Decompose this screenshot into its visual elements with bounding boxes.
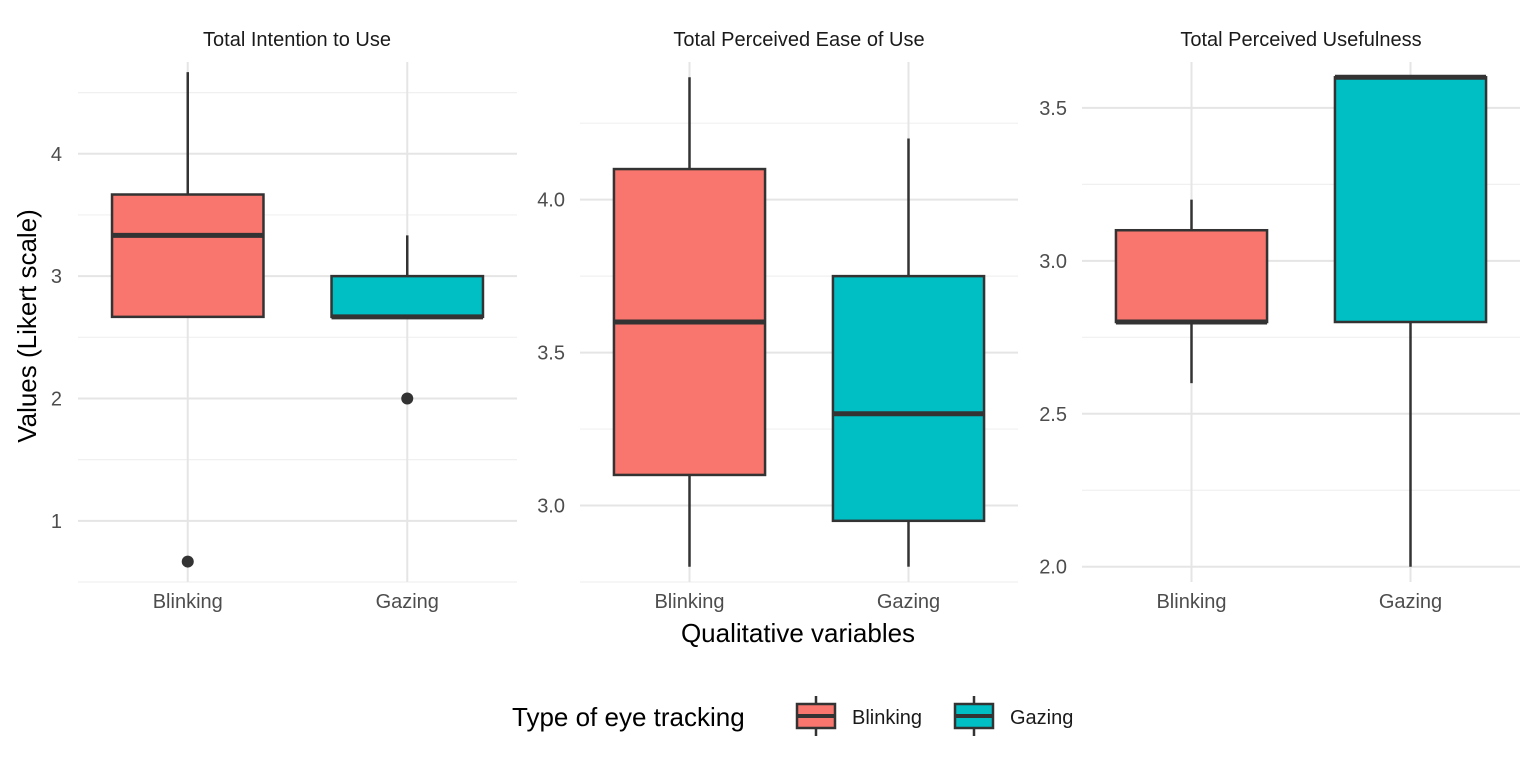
legend-items: Blinking Gazing <box>795 696 1073 736</box>
y-tick-label: 3.0 <box>1039 251 1067 273</box>
x-tick-label: Gazing <box>877 591 940 613</box>
x-tick-label: Blinking <box>1156 591 1226 613</box>
y-tick-label: 4 <box>51 144 62 166</box>
box-body <box>110 193 265 319</box>
x-axis-title: Qualitative variables <box>681 618 915 648</box>
box-body <box>831 274 986 523</box>
legend: Type of eye tracking Blinking Gazing <box>512 696 1073 736</box>
x-tick-label: Gazing <box>1379 591 1442 613</box>
y-tick-label: 1 <box>51 511 62 533</box>
x-tick-label: Blinking <box>153 591 223 613</box>
legend-label: Blinking <box>852 707 922 729</box>
y-tick-label: 3.5 <box>1039 98 1067 120</box>
facet-title: Total Intention to Use <box>203 29 391 51</box>
facet-title: Total Perceived Ease of Use <box>673 29 924 51</box>
box-body <box>330 274 485 319</box>
y-tick-label: 3 <box>51 266 62 288</box>
y-tick-label: 2.5 <box>1039 404 1067 426</box>
legend-label: Gazing <box>1010 707 1073 729</box>
outlier-point <box>401 392 414 405</box>
box-blinking <box>1114 199 1269 384</box>
panel-3: 2.0 2.5 3.0 3.5 Blinking Gazing Total Perceive… <box>1039 29 1520 613</box>
box-blinking <box>612 77 767 567</box>
box-gazing <box>831 138 986 567</box>
box-body <box>1114 228 1269 324</box>
panel-1: 1 2 3 4 Blinking Gazing Total Intention to Use <box>51 29 517 613</box>
box-body <box>1333 76 1488 324</box>
y-tick-label: 2.0 <box>1039 557 1067 579</box>
x-tick-label: Gazing <box>376 591 439 613</box>
y-tick-label: 2 <box>51 388 62 410</box>
box-gazing <box>330 235 485 405</box>
legend-key-gazing <box>953 696 995 736</box>
panel-2: 3.0 3.5 4.0 Blinking Gazing Total Perceived E… <box>537 29 1018 613</box>
facet-title: Total Perceived Usefulness <box>1180 29 1421 51</box>
y-tick-label: 3.0 <box>537 496 565 518</box>
box-blinking <box>110 72 265 568</box>
y-axis-title: Values (Likert scale) <box>12 209 42 443</box>
outlier-point <box>181 555 194 568</box>
legend-title: Type of eye tracking <box>512 702 745 732</box>
y-tick-label: 3.5 <box>537 343 565 365</box>
x-tick-label: Blinking <box>654 591 724 613</box>
y-tick-label: 4.0 <box>537 190 565 212</box>
box-gazing <box>1333 74 1488 567</box>
legend-key-blinking <box>795 696 837 736</box>
